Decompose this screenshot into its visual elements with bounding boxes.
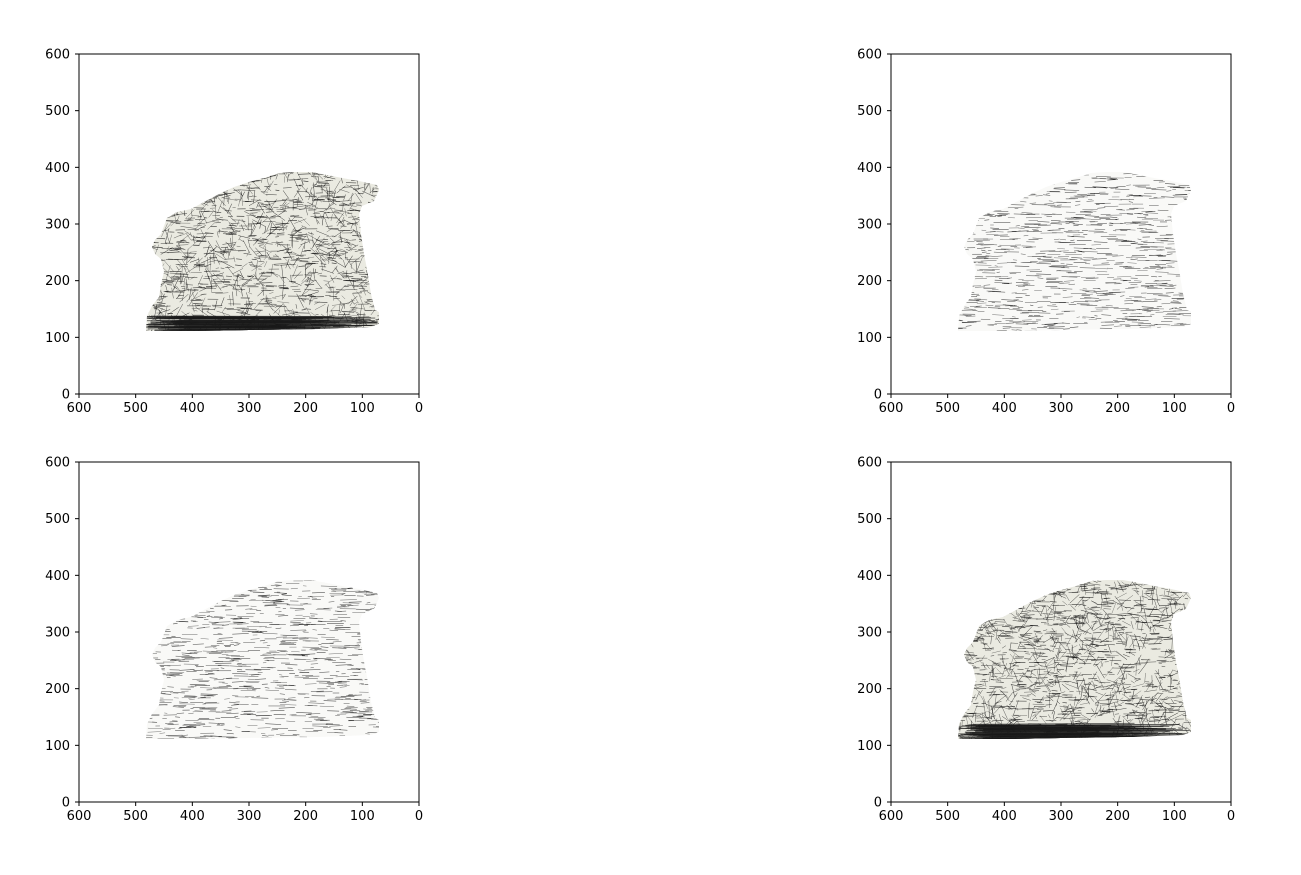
y-tick-label: 300 [45,218,70,233]
y-tick-label: 100 [857,739,882,754]
x-tick-label: 500 [935,809,960,824]
y-tick-label: 400 [857,569,882,584]
x-tick-label: 100 [1162,809,1187,824]
y-tick-label: 100 [857,331,882,346]
mesh-image [958,172,1191,331]
mesh-image [958,580,1191,739]
x-tick-label: 500 [123,401,148,416]
x-tick-label: 200 [1105,401,1130,416]
mesh-image [146,580,379,739]
x-tick-label: 500 [123,809,148,824]
x-tick-label: 400 [180,809,205,824]
y-tick-label: 600 [45,48,70,63]
y-tick-label: 100 [45,739,70,754]
x-tick-label: 300 [1049,401,1074,416]
x-tick-label: 300 [237,809,262,824]
x-tick-label: 0 [415,809,423,824]
y-tick-label: 300 [857,218,882,233]
y-tick-label: 200 [45,274,70,289]
y-tick-label: 200 [45,682,70,697]
x-tick-label: 600 [67,401,92,416]
x-tick-label: 400 [992,401,1017,416]
y-tick-label: 600 [857,456,882,471]
x-tick-label: 600 [879,401,904,416]
y-tick-label: 300 [857,626,882,641]
mesh-image [146,172,379,331]
x-tick-label: 200 [293,809,318,824]
y-tick-label: 300 [45,626,70,641]
x-tick-label: 0 [1227,809,1235,824]
x-tick-label: 600 [67,809,92,824]
x-tick-label: 500 [935,401,960,416]
x-tick-label: 600 [879,809,904,824]
axes-panel-1: 600 500 400 300 200 100 0 0 100 200 300 400 500 600 [45,48,423,417]
y-tick-label: 600 [45,456,70,471]
axes-panel-4: 600 500 400 300 200 100 0 0 100 200 300 400 500 600 [857,456,1235,825]
x-tick-label: 0 [415,401,423,416]
x-tick-label: 200 [293,401,318,416]
y-tick-label: 0 [874,796,882,811]
y-tick-label: 600 [857,48,882,63]
y-tick-label: 200 [857,682,882,697]
y-tick-label: 500 [857,512,882,527]
x-tick-label: 100 [350,809,375,824]
y-tick-label: 0 [874,388,882,403]
x-tick-label: 300 [237,401,262,416]
y-tick-label: 100 [45,331,70,346]
y-tick-label: 400 [857,161,882,176]
y-tick-label: 400 [45,161,70,176]
axes-panel-2: 600 500 400 300 200 100 0 0 100 200 300 400 500 600 [857,48,1235,417]
x-tick-label: 100 [350,401,375,416]
y-tick-label: 500 [857,104,882,119]
x-tick-label: 300 [1049,809,1074,824]
y-tick-label: 500 [45,104,70,119]
y-tick-label: 500 [45,512,70,527]
x-tick-label: 200 [1105,809,1130,824]
x-tick-label: 400 [180,401,205,416]
x-tick-label: 0 [1227,401,1235,416]
x-tick-label: 400 [992,809,1017,824]
y-tick-label: 200 [857,274,882,289]
y-tick-label: 0 [62,796,70,811]
axes-panel-3: 600 500 400 300 200 100 0 0 100 200 300 400 500 600 [45,456,423,825]
x-tick-label: 100 [1162,401,1187,416]
y-tick-label: 0 [62,388,70,403]
y-tick-label: 400 [45,569,70,584]
